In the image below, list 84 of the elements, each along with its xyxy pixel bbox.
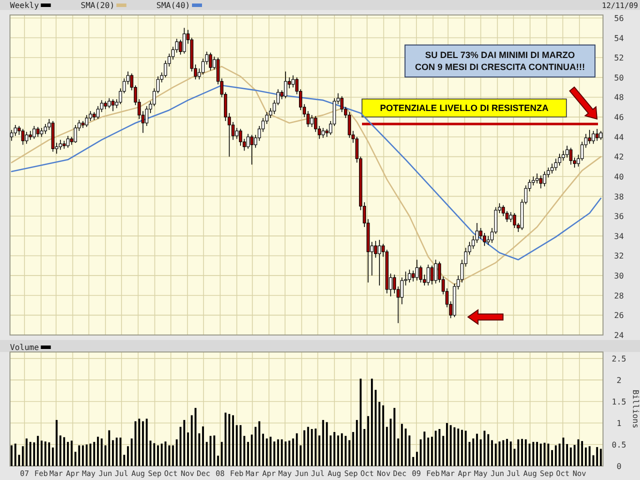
candlestick xyxy=(182,27,186,54)
candlestick xyxy=(66,135,70,148)
candlestick xyxy=(108,98,111,109)
candlestick xyxy=(400,277,404,305)
line-series xyxy=(10,66,602,286)
candlestick xyxy=(32,126,36,140)
y-tick-label: 1.5 xyxy=(612,397,626,406)
y-tick-label: 28 xyxy=(614,291,624,300)
y-tick-label: 44 xyxy=(614,132,624,142)
candlestick xyxy=(596,128,599,142)
candlestick xyxy=(542,171,546,187)
y-axis-title: Billions xyxy=(631,390,640,428)
candlestick xyxy=(208,52,212,71)
candlestick xyxy=(310,114,314,128)
candlestick xyxy=(482,232,486,246)
candlestick xyxy=(505,210,509,222)
candlestick xyxy=(111,98,115,112)
candlestick xyxy=(415,259,419,281)
candlestick xyxy=(408,269,412,283)
candlestick xyxy=(535,173,539,184)
candlestick xyxy=(592,130,595,144)
candlestick xyxy=(475,222,479,244)
y-tick-label: 54 xyxy=(614,34,624,43)
legend-label: SMA(40) xyxy=(156,1,190,10)
y-tick-label: 56 xyxy=(614,14,624,23)
y-tick-label: 34 xyxy=(614,232,624,241)
candlestick xyxy=(74,124,78,144)
y-tick-label: 0 xyxy=(616,462,622,471)
candlestick xyxy=(10,130,14,142)
y-tick-label: 46 xyxy=(614,113,624,122)
candlestick xyxy=(430,265,434,285)
candlestick xyxy=(550,163,554,174)
candlestick xyxy=(580,141,584,162)
y-tick-label: 52 xyxy=(614,54,624,63)
y-tick-label: 32 xyxy=(614,252,624,261)
candlestick xyxy=(565,145,569,158)
candlestick xyxy=(28,130,32,140)
y-tick-label: 42 xyxy=(614,152,624,162)
candlestick xyxy=(235,128,238,140)
candlestick xyxy=(36,126,40,138)
candlestick xyxy=(434,259,438,284)
candlestick xyxy=(85,114,88,128)
candlestick xyxy=(509,212,512,222)
candlestick xyxy=(588,130,592,144)
candlestick xyxy=(25,132,28,144)
candlestick xyxy=(539,175,542,189)
candlestick xyxy=(426,264,430,286)
legend-title: Weekly xyxy=(10,1,40,10)
y-tick-label: 2.5 xyxy=(612,354,626,364)
y-tick-label: 48 xyxy=(614,93,624,102)
candlestick xyxy=(21,128,24,146)
y-tick-label: 2 xyxy=(616,376,622,385)
ref-line-label: POTENZIALE LIVELLO DI RESISTENZA xyxy=(380,102,549,113)
y-tick-label: 26 xyxy=(614,311,624,320)
y-tick-label: 0.5 xyxy=(612,440,626,450)
candlestick xyxy=(250,134,254,165)
candlestick xyxy=(201,58,205,75)
candlestick xyxy=(412,270,415,282)
candlestick xyxy=(88,110,92,122)
y-tick-label: 24 xyxy=(614,331,624,340)
candlestick xyxy=(392,274,396,294)
candlestick xyxy=(96,106,100,120)
y-tick-label: 40 xyxy=(614,172,624,182)
y-tick-label: 1 xyxy=(616,418,622,428)
candlestick xyxy=(314,116,318,132)
y-tick-label: 38 xyxy=(614,192,624,202)
candlestick xyxy=(512,212,516,228)
candlestick xyxy=(164,60,168,78)
candlestick xyxy=(291,75,295,88)
y-tick-label: 50 xyxy=(614,73,624,82)
annotation: SU DEL 73% DAI MINIMI DI MARZO CON 9 MESI DI CRESCITA CONTINUA!!! xyxy=(415,50,585,72)
candlestick xyxy=(238,128,242,146)
candlestick xyxy=(246,133,250,150)
legend-label: SMA(20) xyxy=(80,1,115,10)
y-tick-label: 30 xyxy=(614,272,624,281)
candlestick xyxy=(378,239,382,286)
candlestick xyxy=(58,139,62,150)
y-tick-label: 36 xyxy=(614,212,624,222)
candlestick xyxy=(322,128,325,138)
candlestick xyxy=(562,150,565,162)
legend-label: Volume xyxy=(10,343,40,352)
candlestick xyxy=(558,153,562,166)
candlestick xyxy=(284,71,288,99)
candlestick xyxy=(569,147,572,165)
